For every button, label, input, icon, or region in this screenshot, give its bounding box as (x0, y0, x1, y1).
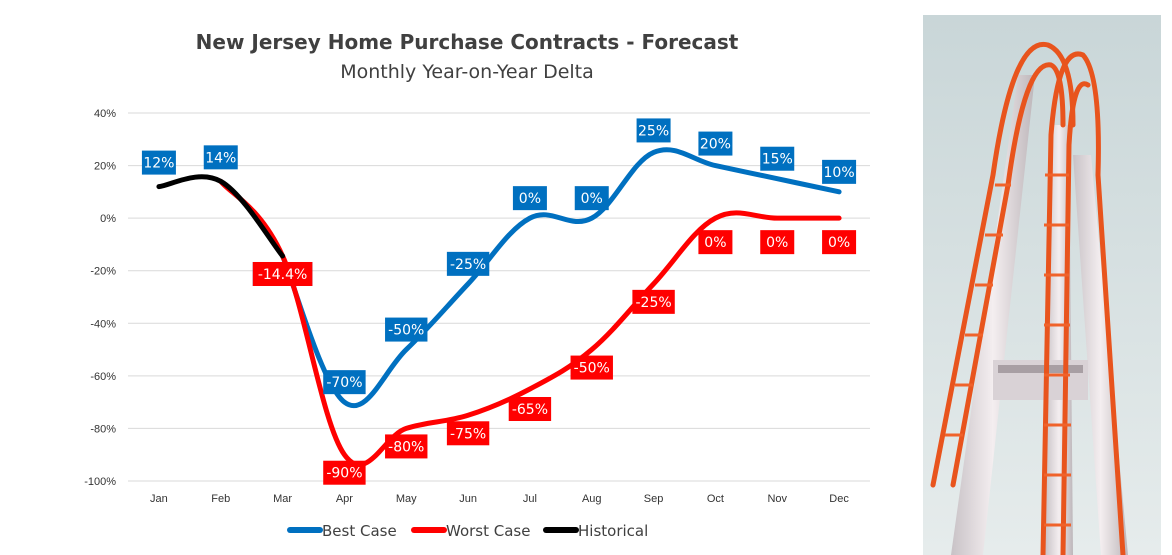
svg-text:25%: 25% (638, 123, 669, 139)
data-label-historical: 14% (203, 145, 238, 170)
data-label-worst-case: -14.4% (252, 261, 313, 286)
series-line-worst-case (218, 178, 842, 467)
svg-text:-25%: -25% (450, 257, 486, 273)
data-label-best-case: -50% (385, 317, 428, 342)
svg-text:-50%: -50% (574, 361, 610, 377)
x-tick-label: Dec (829, 493, 849, 505)
svg-text:10%: 10% (824, 165, 855, 181)
forecast-chart: New Jersey Home Purchase Contracts - For… (84, 30, 870, 540)
data-label-worst-case: -75% (446, 421, 490, 446)
svg-text:-75%: -75% (450, 426, 486, 442)
data-label-worst-case: -25% (632, 289, 675, 314)
x-tick-label: Mar (273, 493, 292, 505)
svg-text:0%: 0% (519, 191, 541, 207)
data-label-best-case: -25% (446, 251, 490, 276)
svg-text:-90%: -90% (326, 466, 362, 482)
data-label-best-case: 0% (512, 186, 547, 211)
data-label-best-case: 10% (822, 159, 857, 184)
series-line-historical (156, 174, 286, 259)
data-label-worst-case: 0% (822, 230, 857, 255)
y-tick-label: 40% (94, 108, 116, 120)
svg-text:Worst Case: Worst Case (446, 522, 530, 540)
legend-item: Historical (543, 522, 648, 540)
x-tick-label: Oct (707, 493, 724, 505)
svg-text:0%: 0% (581, 191, 603, 207)
svg-text:Best Case: Best Case (322, 522, 397, 540)
data-label-best-case: 15% (760, 146, 795, 171)
data-label-worst-case: 0% (760, 230, 795, 255)
data-label-worst-case: -65% (508, 397, 552, 421)
data-label-best-case: 20% (698, 131, 733, 156)
x-tick-label: Sep (644, 493, 664, 505)
data-label-worst-case: 0% (698, 230, 733, 255)
y-tick-label: -100% (84, 476, 116, 488)
y-tick-label: 0% (100, 213, 116, 225)
svg-text:-25%: -25% (635, 295, 671, 311)
svg-text:Historical: Historical (578, 522, 648, 540)
x-tick-label: Jan (150, 493, 168, 505)
x-tick-label: May (396, 493, 417, 505)
data-label-best-case: 25% (636, 118, 671, 143)
x-tick-label: Aug (582, 493, 602, 505)
x-tick-label: Jul (523, 493, 537, 505)
y-tick-label: -60% (90, 371, 116, 383)
x-tick-label: Feb (211, 493, 230, 505)
chart-title: New Jersey Home Purchase Contracts - For… (196, 30, 739, 54)
svg-text:-65%: -65% (512, 402, 548, 418)
svg-text:0%: 0% (828, 235, 850, 251)
chart-subtitle: Monthly Year-on-Year Delta (340, 61, 594, 83)
svg-text:-80%: -80% (388, 439, 424, 455)
svg-text:15%: 15% (762, 152, 793, 168)
x-tick-label: Nov (767, 493, 787, 505)
series-line-best-case (280, 147, 842, 408)
legend-item: Best Case (287, 522, 397, 540)
svg-text:20%: 20% (700, 137, 731, 153)
svg-text:12%: 12% (143, 156, 174, 172)
svg-text:-50%: -50% (388, 323, 424, 339)
x-tick-label: Jun (459, 493, 477, 505)
svg-text:14%: 14% (205, 150, 236, 166)
data-label-worst-case: -80% (385, 434, 428, 459)
data-label-historical: 12% (141, 150, 176, 175)
y-tick-label: -40% (90, 318, 116, 330)
legend-item: Worst Case (411, 522, 530, 540)
data-label-best-case: 0% (574, 186, 609, 211)
chart-legend: Best Case Worst Case Historical (287, 522, 648, 540)
y-tick-label: -80% (90, 423, 116, 435)
data-label-worst-case: -50% (570, 355, 613, 380)
y-tick-label: 20% (94, 161, 116, 173)
svg-text:0%: 0% (704, 235, 726, 251)
svg-text:-70%: -70% (326, 375, 362, 391)
data-label-best-case: -70% (323, 370, 366, 395)
y-tick-label: -20% (90, 266, 116, 278)
roller-coaster-photo (923, 15, 1161, 555)
x-tick-label: Apr (336, 493, 353, 505)
svg-text:0%: 0% (766, 235, 788, 251)
data-label-worst-case: -90% (323, 460, 366, 485)
svg-text:-14.4%: -14.4% (258, 267, 308, 283)
